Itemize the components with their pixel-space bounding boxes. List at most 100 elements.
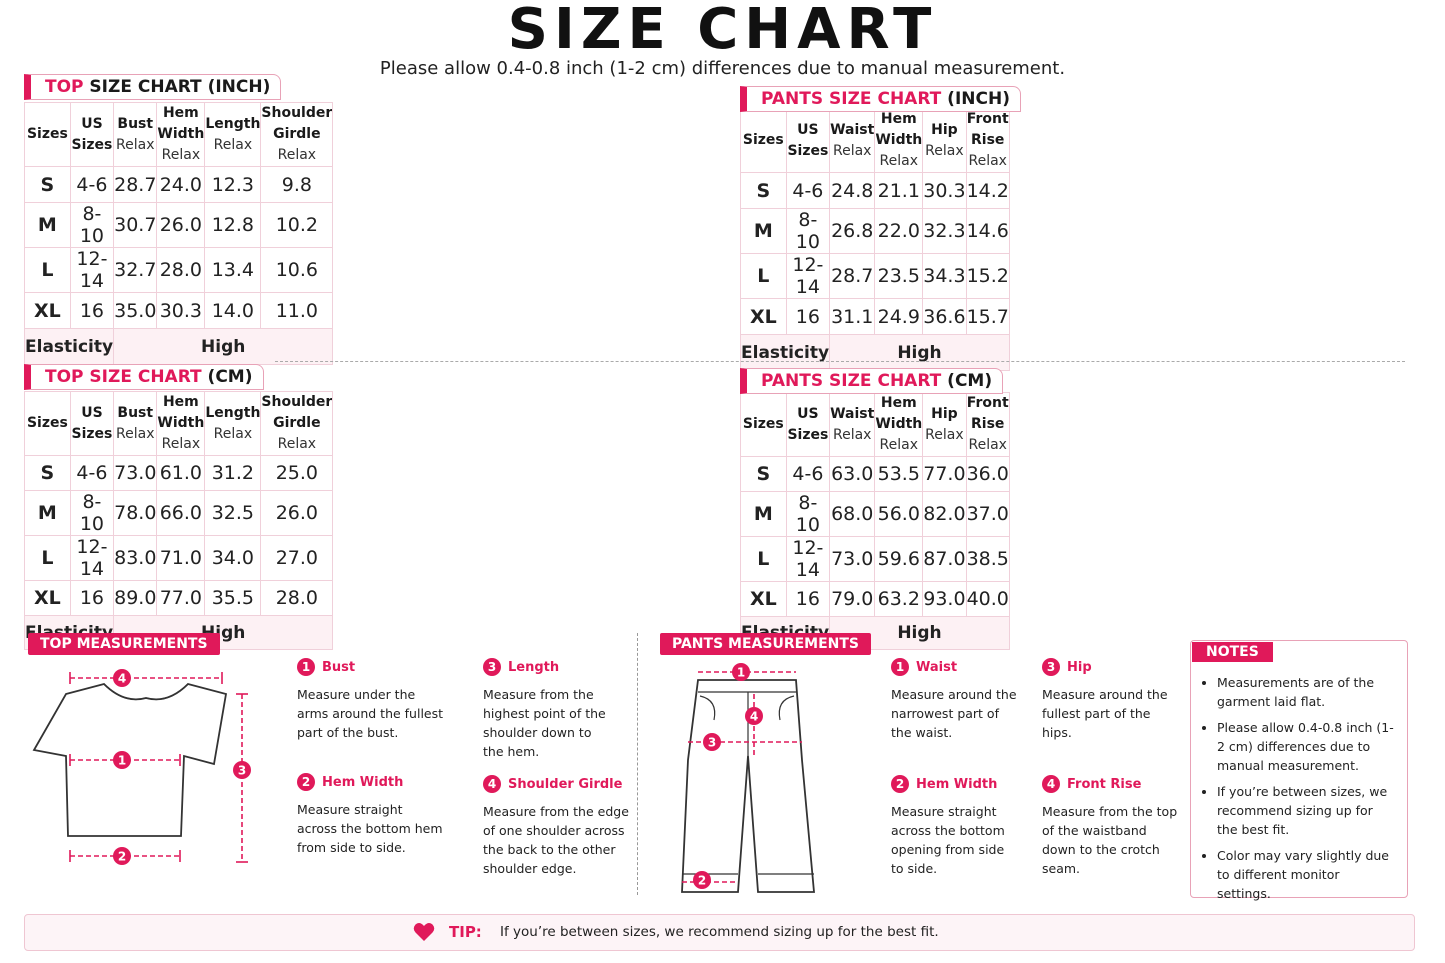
value-cell: 28.0 [260,580,334,616]
column-header-sub: Relax [161,147,201,163]
column-header: Front Rise Relax [965,108,1010,173]
value-cell: 24.0 [156,166,206,203]
measure-name: Bust [322,659,356,675]
table-row: L 12-14 28.7 23.5 34.3 15.2 [740,253,1010,299]
value-cell: 27.0 [260,535,334,581]
value-cell: 93.0 [922,581,967,617]
value-cell: 59.6 [874,536,924,582]
measure-desc: Measure under the arms around the fulles… [297,687,444,740]
notes-tag: NOTES [1192,642,1273,662]
measure-name: Hem Width [322,774,404,790]
column-header: Sizes [24,391,71,456]
table-row: L 12-14 73.0 59.6 87.0 38.5 [740,536,1010,582]
svg-text:3: 3 [238,764,246,778]
pants-outline [681,679,815,893]
table-row: L 12-14 83.0 71.0 34.0 27.0 [24,535,334,581]
table-row: L 12-14 32.7 28.0 13.4 10.6 [24,247,334,293]
step-number: 2 [297,773,315,791]
column-header-sub: Relax [968,437,1007,453]
top-measure-shoulder-girdle: 4 Shoulder Girdle Measure from the edge o… [483,775,658,878]
value-cell: 4-6 [69,166,115,203]
column-header: Length Relax [204,102,262,167]
tip-text: If you’re between sizes, we recommend si… [500,924,939,940]
measure-desc: Measure from the edge of one shoulder ac… [483,804,629,876]
column-header: Hem Width Relax [156,391,206,456]
value-cell: 77.0 [922,456,967,492]
column-header: Shoulder Girdle Relax [260,391,334,456]
shirt-marker-2: 2 [113,847,131,865]
pants-marker-3: 3 [703,733,721,751]
measure-desc: Measure from the highest point of the sh… [483,687,606,759]
step-number: 4 [483,775,501,793]
value-cell: 8-10 [69,490,115,536]
value-cell: 32.3 [922,208,967,254]
value-cell: 8-10 [785,208,831,254]
table-header-row: Sizes US Sizes Bust Relax Hem Width Relax Leng… [24,102,334,167]
value-cell: 63.0 [829,456,876,492]
column-header-sub: Relax [116,136,155,153]
value-cell: 12.3 [204,166,262,203]
value-cell: 10.6 [260,247,334,293]
column-header: Bust Relax [113,391,158,456]
table-row: XL 16 31.1 24.9 36.6 15.7 [740,298,1010,335]
column-header-name: US Sizes [787,405,829,443]
step-number: 3 [483,658,501,676]
shirt-marker-1: 1 [113,751,131,769]
value-cell: 28.0 [156,247,206,293]
value-cell: 10.2 [260,202,334,248]
pants-measure-hip: 3 Hip Measure around the fullest part of … [1042,658,1217,742]
measure-name: Waist [916,659,958,675]
value-cell: 36.6 [922,298,967,335]
value-cell: 30.3 [156,292,206,329]
value-cell: 16 [785,581,831,617]
column-header: Front Rise Relax [965,392,1010,457]
column-header-sub: Relax [925,142,964,159]
value-cell: 22.0 [874,208,924,254]
column-header-sub: Relax [116,425,155,442]
note-item: Measurements are of the garment laid fla… [1217,673,1397,711]
pants-marker-2: 2 [693,871,711,889]
column-header: Shoulder Girdle Relax [260,102,334,167]
notes-box: NOTES Measurements are of the garment la… [1190,640,1408,901]
value-cell: 78.0 [113,490,158,536]
value-cell: 8-10 [69,202,115,248]
value-cell: 4-6 [69,455,115,491]
size-cell: S [24,166,71,203]
elasticity-label: Elasticity [23,328,115,365]
value-cell: 9.8 [260,166,334,203]
table-header-row: Sizes US Sizes Waist Relax Hem Width Relax Hip… [740,392,1010,457]
tag-highlight: PANTS SIZE CHART [761,371,942,391]
tag-highlight: TOP SIZE CHART [45,367,202,387]
table-row: M 8-10 26.8 22.0 32.3 14.6 [740,208,1010,254]
column-header: US Sizes [69,102,115,167]
value-cell: 53.5 [874,456,924,492]
column-header-sub: Relax [277,147,317,163]
column-header-name: Sizes [742,416,784,432]
value-cell: 26.0 [156,202,206,248]
column-header-name: Hem Width [875,395,923,432]
column-header: US Sizes [785,392,831,457]
table-row: M 8-10 68.0 56.0 82.0 37.0 [740,491,1010,537]
measure-name: Front Rise [1067,776,1142,792]
table-row: XL 16 89.0 77.0 35.5 28.0 [24,580,334,616]
svg-text:2: 2 [698,874,706,888]
column-header-sub: Relax [213,425,253,442]
size-cell: L [740,536,787,582]
elasticity-value: High [829,334,1010,371]
svg-text:4: 4 [118,672,126,686]
column-header-name: Hip [931,121,958,138]
column-header-name: Length [205,115,261,132]
value-cell: 32.7 [113,247,158,293]
value-cell: 23.5 [874,253,924,299]
column-header-name: US Sizes [71,404,113,442]
value-cell: 25.0 [260,455,334,491]
pants-marker-4: 4 [745,707,763,725]
pants-measurements-tag: PANTS MEASUREMENTS [660,633,872,655]
pants-measure-hem-width: 2 Hem Width Measure straight across the b… [891,775,1066,878]
svg-text:1: 1 [737,666,745,680]
table-row: M 8-10 30.7 26.0 12.8 10.2 [24,202,334,248]
value-cell: 16 [69,580,115,616]
value-cell: 12-14 [785,253,831,299]
notes-list: Measurements are of the garment laid fla… [1191,641,1407,903]
table-row: XL 16 35.0 30.3 14.0 11.0 [24,292,334,329]
